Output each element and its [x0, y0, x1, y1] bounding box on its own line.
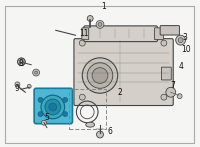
Circle shape: [97, 131, 103, 138]
Circle shape: [19, 60, 23, 64]
Circle shape: [178, 38, 183, 43]
Circle shape: [176, 35, 186, 45]
FancyBboxPatch shape: [34, 88, 72, 124]
Circle shape: [161, 94, 167, 100]
Text: 5: 5: [44, 113, 49, 122]
Text: 11: 11: [80, 29, 89, 38]
Circle shape: [177, 94, 182, 99]
Circle shape: [98, 22, 102, 26]
Circle shape: [15, 82, 20, 87]
Ellipse shape: [86, 122, 95, 127]
Circle shape: [33, 69, 40, 76]
Text: 1: 1: [102, 2, 106, 11]
Text: 9: 9: [15, 84, 20, 93]
Circle shape: [63, 97, 68, 102]
Circle shape: [82, 58, 118, 93]
Circle shape: [63, 112, 68, 117]
Circle shape: [27, 84, 31, 88]
FancyBboxPatch shape: [84, 26, 158, 42]
Circle shape: [38, 112, 43, 117]
Text: 6: 6: [107, 127, 112, 136]
Circle shape: [49, 103, 57, 111]
Text: 8: 8: [19, 59, 24, 69]
Circle shape: [161, 40, 167, 46]
FancyBboxPatch shape: [155, 28, 163, 40]
Text: 10: 10: [182, 45, 191, 54]
Text: 2: 2: [117, 88, 122, 97]
Text: 4: 4: [178, 62, 183, 71]
Circle shape: [79, 94, 85, 100]
Circle shape: [17, 58, 25, 66]
Bar: [69, 89, 106, 129]
FancyBboxPatch shape: [161, 67, 171, 80]
Circle shape: [45, 99, 61, 115]
Circle shape: [79, 40, 85, 46]
Circle shape: [87, 63, 113, 88]
Circle shape: [166, 87, 176, 97]
Circle shape: [87, 16, 93, 21]
Circle shape: [35, 71, 38, 74]
Circle shape: [41, 95, 65, 119]
Circle shape: [96, 20, 104, 28]
Circle shape: [42, 120, 46, 125]
Text: 7: 7: [170, 81, 175, 90]
FancyBboxPatch shape: [74, 39, 173, 106]
Circle shape: [38, 97, 43, 102]
FancyBboxPatch shape: [82, 28, 89, 40]
FancyBboxPatch shape: [160, 26, 179, 35]
Text: 3: 3: [182, 33, 187, 42]
Circle shape: [92, 68, 108, 83]
